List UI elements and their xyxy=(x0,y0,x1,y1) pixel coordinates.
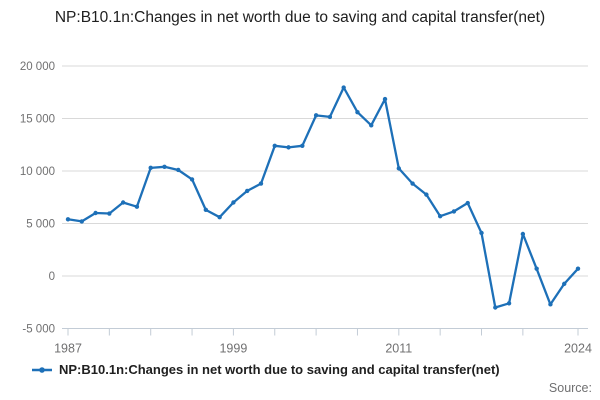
data-point-marker xyxy=(162,164,167,169)
data-point-marker xyxy=(575,266,581,271)
data-point-marker xyxy=(410,181,415,186)
data-series-line xyxy=(66,86,580,309)
y-axis-tick-label: 5 000 xyxy=(26,219,55,231)
data-point-marker xyxy=(231,200,236,205)
data-point-marker xyxy=(355,110,360,115)
data-point-marker xyxy=(203,207,209,213)
data-point-marker xyxy=(244,188,250,194)
data-point-marker xyxy=(148,165,153,171)
data-point-marker xyxy=(217,215,222,220)
y-axis-tick-label: 10 000 xyxy=(20,166,55,178)
x-axis-tick-label: 2011 xyxy=(385,342,412,356)
data-point-marker xyxy=(120,200,126,205)
data-point-marker xyxy=(534,266,539,271)
data-point-marker xyxy=(93,210,98,216)
data-point-marker xyxy=(134,204,140,209)
data-point-marker xyxy=(562,281,567,287)
legend-item[interactable]: NP:B10.1n:Changes in net worth due to sa… xyxy=(32,362,592,377)
data-point-marker xyxy=(369,123,374,128)
x-axis-tick-label: 1999 xyxy=(219,342,247,356)
data-point-marker xyxy=(506,301,512,306)
data-point-marker xyxy=(313,113,319,118)
line-chart: 20 000 15 000 10 000 5 000 0 -5 000 1987 1999 20… xyxy=(20,61,592,356)
data-point-marker xyxy=(176,167,181,173)
data-point-marker xyxy=(548,302,553,307)
data-point-marker xyxy=(465,200,470,206)
x-axis-tick-label: 2024 xyxy=(564,342,592,356)
data-point-marker xyxy=(479,230,484,236)
y-axis-tick-label: 20 000 xyxy=(20,61,55,73)
data-point-marker xyxy=(107,211,112,216)
y-axis-tick-label: -5 000 xyxy=(22,324,55,336)
legend-label: NP:B10.1n:Changes in net worth due to sa… xyxy=(59,362,500,377)
data-point-marker xyxy=(396,166,402,171)
data-point-marker xyxy=(327,114,333,120)
data-point-marker xyxy=(300,143,305,148)
data-point-marker xyxy=(382,96,388,102)
source-label: Source: xyxy=(548,381,592,395)
data-point-marker xyxy=(258,181,264,186)
legend-marker-dot xyxy=(39,366,45,373)
data-point-marker xyxy=(189,177,195,182)
y-axis-tick-label: 15 000 xyxy=(20,114,55,126)
x-axis-tick-label: 1987 xyxy=(54,342,82,356)
legend-line-marker-icon xyxy=(32,366,52,373)
data-point-marker xyxy=(65,217,71,222)
y-axis-tick-label: 0 xyxy=(49,271,55,283)
data-point-marker xyxy=(79,219,84,224)
data-point-marker xyxy=(437,213,443,219)
data-point-marker xyxy=(493,305,498,310)
data-point-marker xyxy=(424,192,429,197)
chart-title: NP:B10.1n:Changes in net worth due to sa… xyxy=(54,9,546,26)
data-point-marker xyxy=(286,145,291,150)
data-point-marker xyxy=(341,85,346,90)
data-point-marker xyxy=(520,231,526,237)
data-point-marker xyxy=(451,209,457,214)
data-point-marker xyxy=(272,143,277,148)
